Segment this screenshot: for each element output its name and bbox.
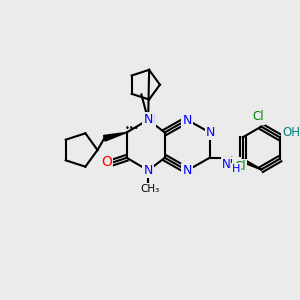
Text: H: H bbox=[232, 164, 240, 175]
Text: N: N bbox=[143, 164, 153, 177]
Text: CH₃: CH₃ bbox=[140, 184, 160, 194]
Text: NH: NH bbox=[222, 158, 240, 171]
Text: N: N bbox=[143, 113, 153, 126]
Text: OH: OH bbox=[283, 126, 300, 139]
Text: N: N bbox=[206, 126, 215, 139]
Text: N: N bbox=[182, 164, 192, 177]
Text: O: O bbox=[100, 157, 110, 170]
Text: O: O bbox=[101, 155, 112, 169]
Text: Cl: Cl bbox=[234, 160, 246, 173]
Polygon shape bbox=[103, 133, 127, 141]
Text: N: N bbox=[207, 126, 216, 139]
Text: N: N bbox=[182, 114, 192, 127]
Text: N: N bbox=[146, 113, 155, 126]
Text: N: N bbox=[182, 164, 192, 177]
Text: •••: ••• bbox=[124, 124, 139, 133]
Text: Cl: Cl bbox=[253, 110, 264, 123]
Text: N: N bbox=[143, 164, 153, 177]
